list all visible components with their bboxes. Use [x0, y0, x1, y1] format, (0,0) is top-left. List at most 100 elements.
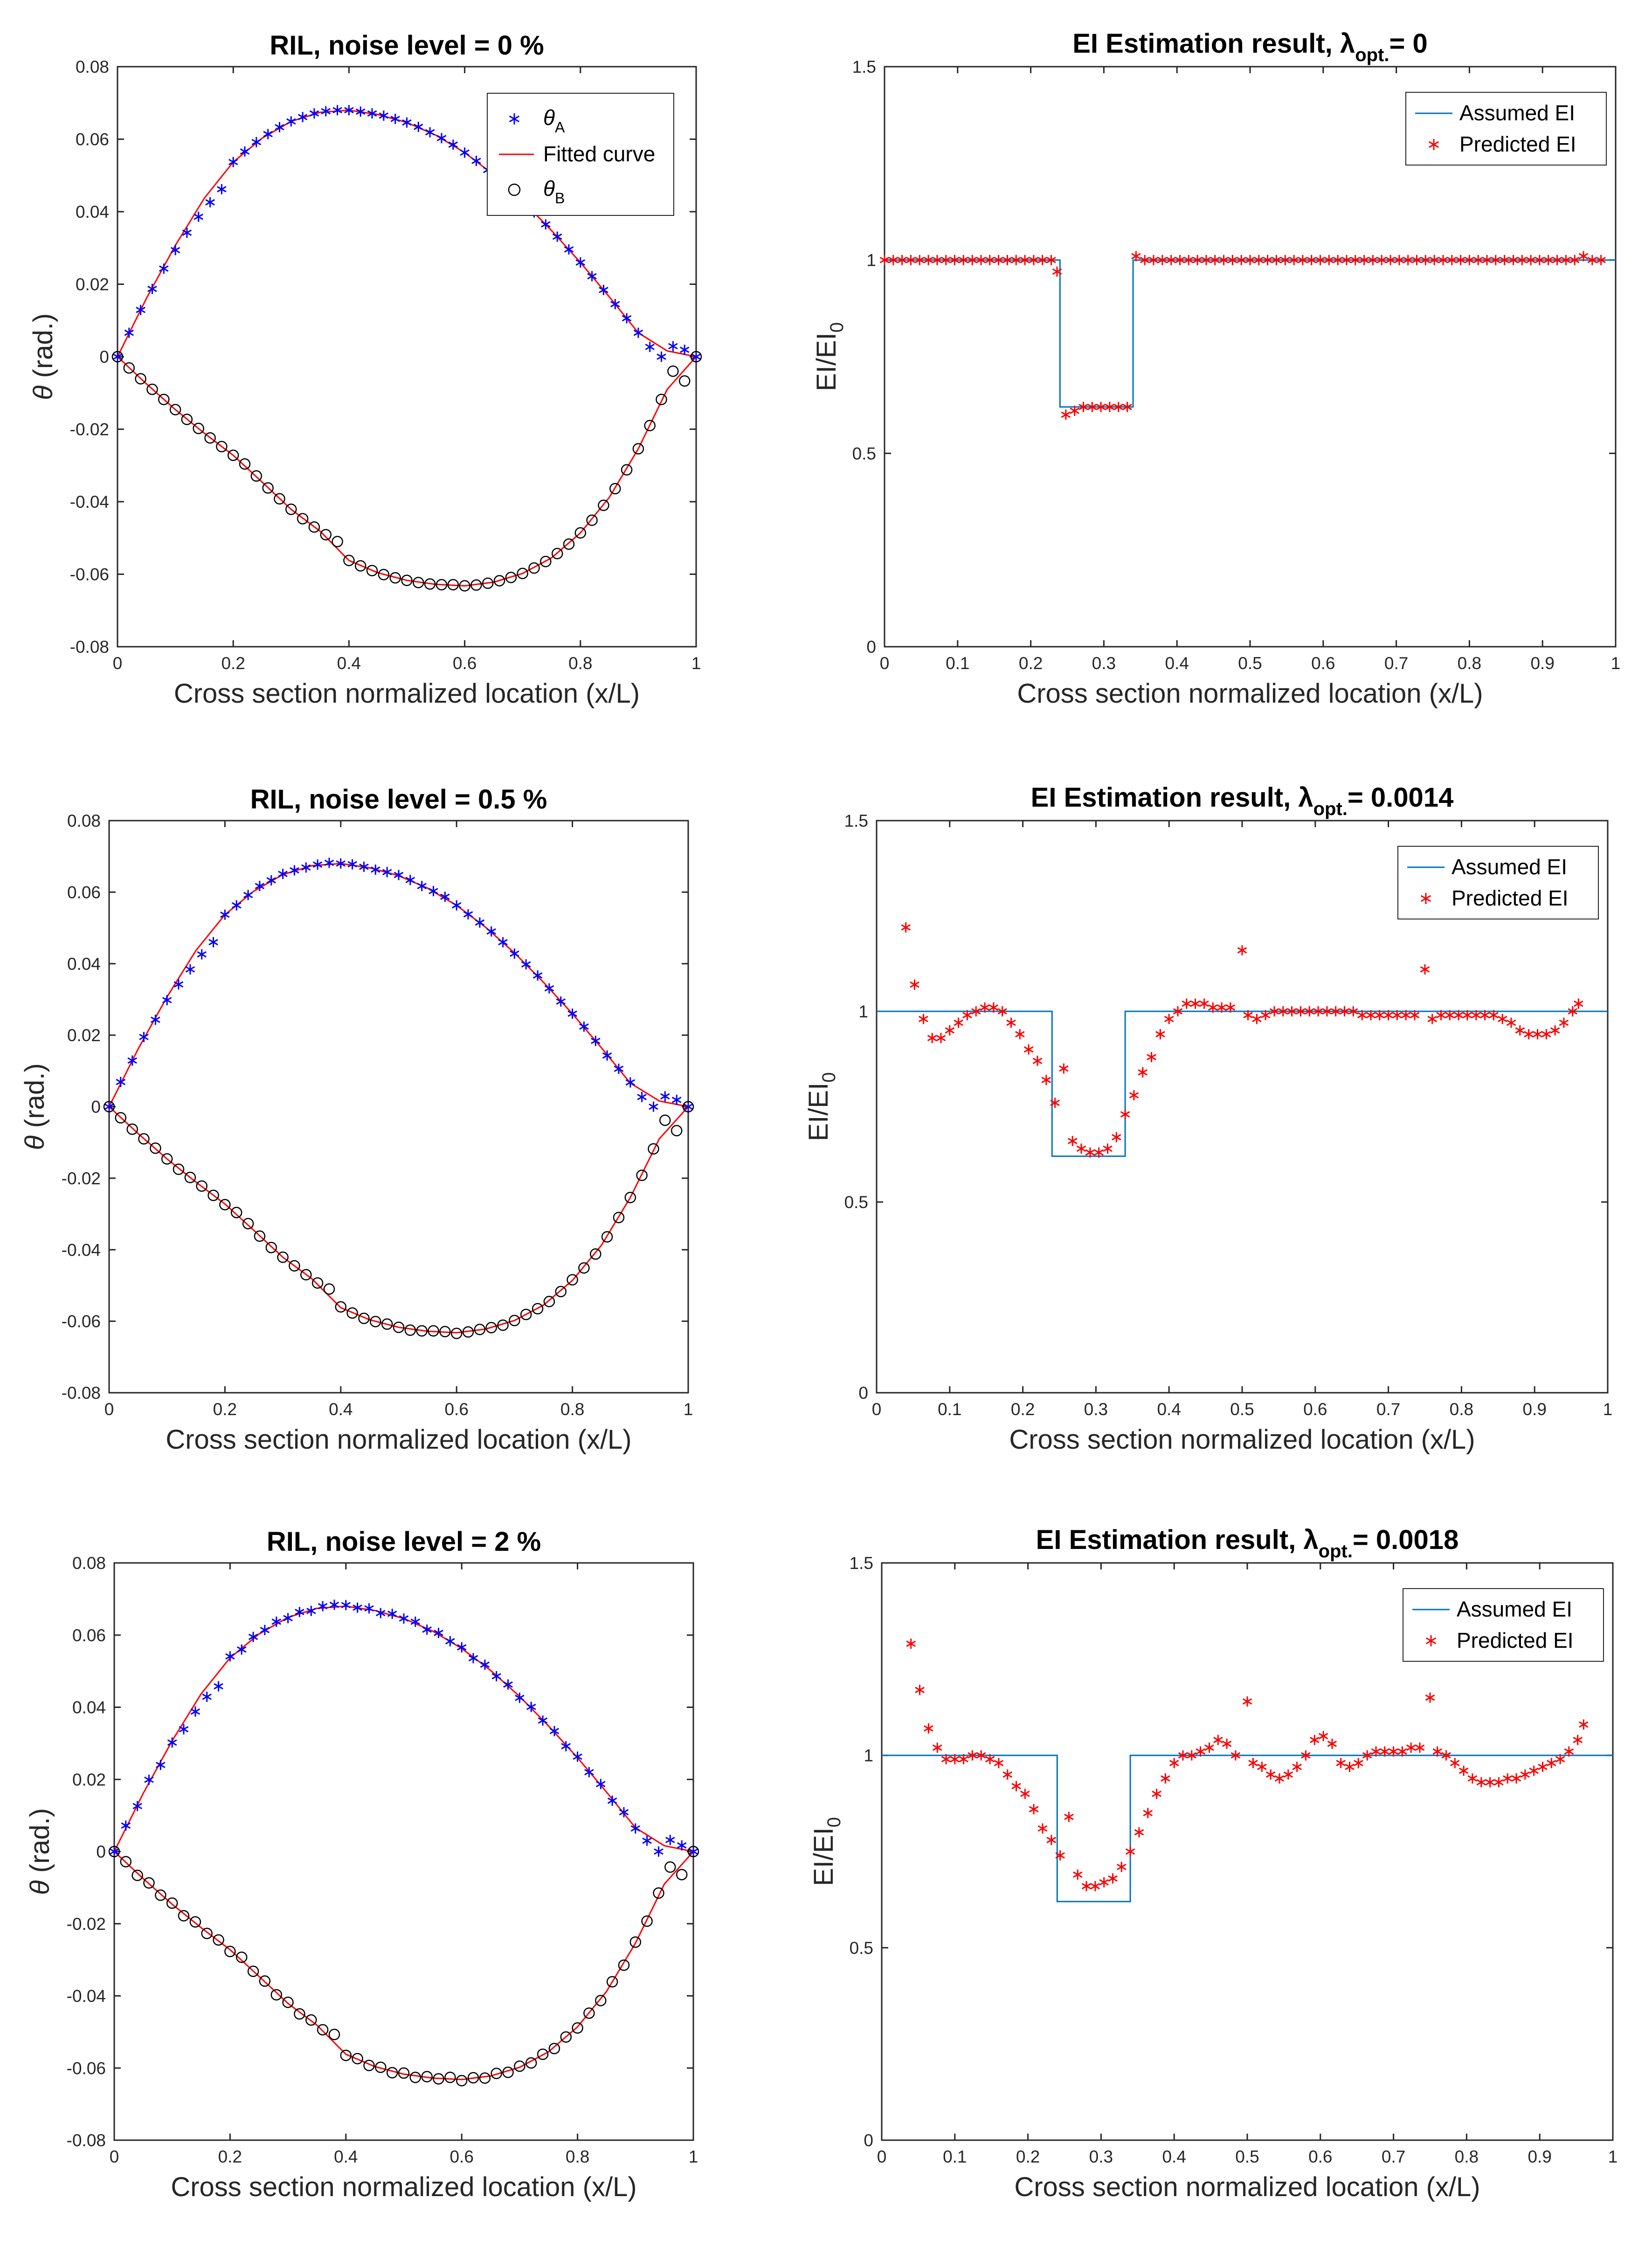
- legend-predicted-marker: [1425, 1635, 1437, 1646]
- predicted-ei-point: [1037, 255, 1047, 265]
- predicted-ei-point: [1511, 1773, 1521, 1784]
- predicted-ei-point: [1184, 255, 1194, 265]
- predicted-ei-point: [1210, 255, 1220, 265]
- x-tick-label: 0: [880, 654, 890, 673]
- legend-label-fitted: Fitted curve: [543, 142, 655, 166]
- legend-label-theta-a: θA: [543, 105, 565, 136]
- predicted-ei-point: [1436, 1010, 1446, 1021]
- predicted-ei-point: [1187, 1750, 1197, 1761]
- theta-a-point: [417, 881, 427, 892]
- x-tick-label: 1: [691, 654, 701, 673]
- x-tick-label: 0.4: [334, 2147, 358, 2166]
- predicted-ei-point: [1415, 1742, 1425, 1753]
- theta-a-point: [321, 106, 331, 117]
- theta-a-point: [286, 116, 296, 127]
- predicted-ei-point: [1072, 1869, 1083, 1880]
- x-tick-label: 0.8: [566, 2147, 589, 2166]
- theta-b-point: [282, 1997, 294, 2008]
- predicted-ei-point: [1345, 1762, 1355, 1772]
- theta-b-point: [479, 2072, 491, 2084]
- legend-box: [1405, 92, 1607, 166]
- theta-b-point: [111, 351, 124, 363]
- legend-label-assumed: Assumed EI: [1459, 101, 1575, 125]
- theta-b-point: [354, 560, 366, 572]
- y-axis-label-unit: (rad.): [25, 1808, 55, 1880]
- predicted-ei-point: [1081, 1881, 1092, 1892]
- theta-b-point: [621, 464, 633, 476]
- theta-a-point: [610, 299, 620, 310]
- x-tick-label: 1: [1611, 654, 1621, 673]
- predicted-ei-point: [1076, 1143, 1086, 1154]
- predicted-ei-point: [932, 1742, 942, 1753]
- theta-b-point: [555, 1285, 567, 1298]
- theta-b-point: [424, 578, 436, 590]
- y-tick-label: 1.5: [844, 811, 868, 830]
- predicted-ei-point: [1032, 1056, 1043, 1066]
- predicted-ei-point: [1020, 1789, 1030, 1799]
- x-tick-label: 0.2: [221, 654, 245, 673]
- x-tick-label: 1: [1603, 1400, 1613, 1419]
- theta-b-point: [289, 1260, 300, 1272]
- predicted-ei-point: [1041, 1075, 1051, 1085]
- theta-a-point: [295, 1607, 304, 1617]
- predicted-ei-point: [1108, 1873, 1118, 1884]
- theta-b-point: [305, 2014, 317, 2026]
- predicted-ei-point: [1564, 1746, 1574, 1757]
- predicted-ei-point: [1152, 1789, 1161, 1799]
- theta-b-point: [482, 577, 494, 589]
- x-tick-label: 0.5: [1238, 654, 1262, 673]
- legend: Assumed EI Predicted EI: [1403, 1588, 1604, 1662]
- theta-a-point: [498, 937, 508, 947]
- predicted-ei-point: [1002, 255, 1012, 265]
- theta-a-point: [382, 867, 392, 878]
- theta-b-point: [235, 1951, 248, 1963]
- theta-a-point: [147, 283, 157, 294]
- theta-b-point: [378, 569, 390, 581]
- predicted-ei-point: [959, 255, 968, 265]
- predicted-ei-point: [888, 255, 899, 265]
- predicted-ei-point: [1406, 1742, 1416, 1753]
- predicted-ei-point: [1420, 964, 1430, 974]
- x-tick-label: 0.4: [337, 654, 361, 673]
- predicted-ei-point: [997, 1006, 1007, 1016]
- theta-b-point: [311, 1277, 324, 1289]
- x-tick-label: 0.6: [1311, 654, 1335, 673]
- theta-b-point: [131, 1869, 143, 1881]
- predicted-ei-point: [971, 1006, 981, 1016]
- predicted-ei-point: [1336, 1758, 1346, 1769]
- theta-b-point: [543, 1296, 555, 1307]
- theta-b-point: [216, 441, 228, 453]
- predicted-ei-point: [1105, 401, 1115, 412]
- y-axis-label-text: EI/EI: [803, 1083, 834, 1141]
- theta-a-point: [679, 345, 690, 355]
- predicted-ei-point: [994, 255, 1003, 265]
- predicted-ei-point: [1222, 1738, 1232, 1749]
- theta-b-point: [294, 2008, 305, 2020]
- theta-b-point: [196, 1180, 207, 1192]
- theta-b-point: [578, 1262, 590, 1274]
- y-tick-label: 0.5: [852, 444, 876, 463]
- predicted-ei-point: [980, 1002, 990, 1013]
- x-tick-label: 0.2: [213, 1400, 237, 1419]
- theta-b-point: [366, 565, 378, 576]
- predicted-ei-point: [1313, 1006, 1323, 1016]
- legend-box: [1397, 846, 1599, 919]
- plot-area: [113, 1562, 694, 2141]
- predicted-ei-point: [1578, 251, 1589, 262]
- legend-label-assumed: Assumed EI: [1452, 855, 1567, 879]
- theta-a-point: [526, 1701, 536, 1712]
- y-tick-label: 0.5: [844, 1193, 868, 1212]
- predicted-ei-point: [1441, 1750, 1451, 1761]
- theta-a-point: [405, 875, 415, 885]
- legend-predicted-marker: [1428, 139, 1439, 150]
- x-tick-label: 0.8: [1450, 1400, 1473, 1419]
- predicted-ei-point: [1485, 1777, 1495, 1788]
- theta-a-point: [683, 1101, 693, 1112]
- x-tick-label: 0.7: [1384, 654, 1408, 673]
- y-tick-label: -0.08: [70, 637, 109, 657]
- predicted-ei-point: [1447, 255, 1457, 265]
- theta-b-point: [525, 2057, 537, 2069]
- theta-b-point: [676, 1869, 688, 1880]
- theta-a-point: [332, 105, 342, 116]
